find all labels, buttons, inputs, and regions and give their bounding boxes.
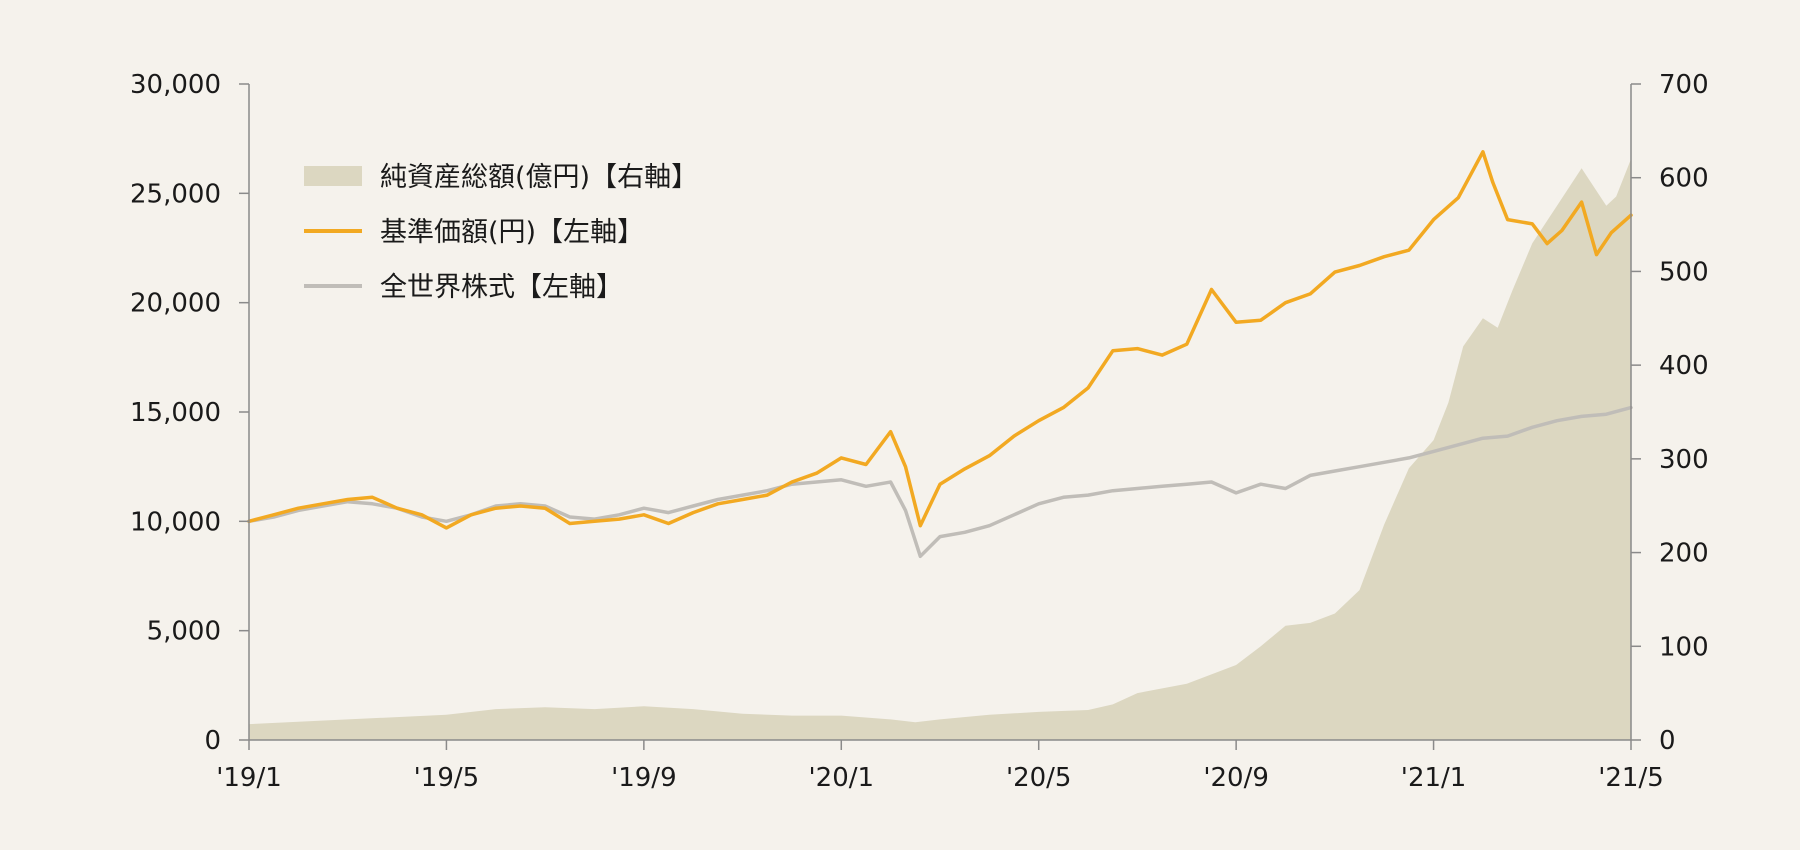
- right-tick-label: 400: [1659, 351, 1709, 381]
- legend-label: 純資産総額(億円)【右軸】: [380, 162, 698, 193]
- x-tick-label: '20/9: [1203, 763, 1269, 793]
- left-tick-label: 5,000: [147, 617, 221, 647]
- series-line-nav: [247, 150, 1633, 530]
- right-tick-label: 700: [1659, 70, 1709, 100]
- x-tick-label: '19/5: [414, 763, 480, 793]
- x-tick-label: '20/1: [809, 763, 875, 793]
- x-tick-label: '20/5: [1006, 763, 1072, 793]
- legend: 純資産総額(億円)【右軸】基準価額(円)【左軸】全世界株式【左軸】: [304, 162, 698, 303]
- right-tick-label: 500: [1659, 257, 1709, 287]
- line-layer: [247, 150, 1633, 559]
- series-area-net-assets: [249, 159, 1631, 740]
- area-layer: [249, 159, 1631, 740]
- left-tick-label: 25,000: [130, 179, 221, 209]
- left-tick-label: 30,000: [130, 70, 221, 100]
- left-tick-label: 15,000: [130, 398, 221, 428]
- right-tick-label: 600: [1659, 164, 1709, 194]
- right-tick-label: 200: [1659, 539, 1709, 569]
- right-tick-label: 0: [1659, 726, 1676, 756]
- x-tick-label: '21/1: [1401, 763, 1467, 793]
- right-tick-label: 300: [1659, 445, 1709, 475]
- legend-label: 全世界株式【左軸】: [380, 272, 623, 303]
- legend-swatch-net-assets: [304, 166, 362, 186]
- left-tick-label: 0: [204, 726, 221, 756]
- x-tick-label: '21/5: [1598, 763, 1664, 793]
- x-tick-label: '19/1: [216, 763, 282, 793]
- left-tick-label: 20,000: [130, 289, 221, 319]
- x-tick-label: '19/9: [611, 763, 677, 793]
- right-tick-label: 100: [1659, 632, 1709, 662]
- legend-label: 基準価額(円)【左軸】: [380, 217, 644, 248]
- left-tick-label: 10,000: [130, 507, 221, 537]
- axes-layer: 0 5,000 10,000 15,000 20,000 25,000 30,000 0 100…: [130, 70, 1709, 793]
